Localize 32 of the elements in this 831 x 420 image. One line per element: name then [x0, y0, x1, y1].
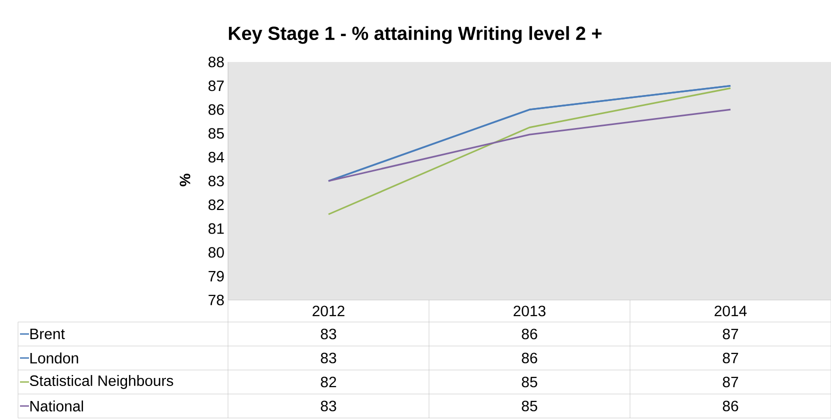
data-label: 83 — [320, 352, 336, 364]
y-tick-label: 78 — [208, 294, 224, 306]
data-label: 85 — [522, 376, 538, 388]
x-tick-label: 2013 — [514, 306, 546, 316]
y-tick-label: 87 — [208, 80, 224, 92]
legend-label: London — [30, 352, 78, 364]
legend-label: Brent — [30, 328, 65, 340]
y-tick-label: 81 — [208, 223, 224, 234]
chart-title: Key Stage 1 - % attaining Writing level 2 + — [228, 26, 602, 44]
y-tick-label: 80 — [208, 247, 224, 258]
data-label: 86 — [522, 328, 538, 340]
x-tick-label: 2012 — [312, 306, 344, 316]
data-label: 87 — [722, 328, 738, 340]
data-label: 82 — [320, 376, 336, 388]
y-tick-label: 86 — [208, 104, 224, 115]
legend-label: National — [30, 400, 84, 412]
y-tick-label: 84 — [208, 152, 224, 162]
legend-label: Statistical Neighbours — [30, 375, 174, 389]
x-tick-label: 2014 — [714, 306, 747, 316]
data-label: 85 — [522, 400, 538, 412]
data-label: 83 — [320, 400, 336, 412]
data-label: 87 — [722, 376, 738, 388]
y-tick-label: 82 — [208, 200, 224, 210]
data-label: 86 — [722, 400, 738, 412]
y-tick-label: 83 — [208, 176, 224, 186]
data-label: 83 — [320, 328, 336, 340]
data-label: 86 — [522, 352, 538, 364]
y-tick-label: 88 — [208, 56, 224, 68]
y-tick-label: 79 — [208, 270, 224, 282]
data-label: 87 — [722, 352, 738, 364]
y-axis-title: % — [180, 174, 190, 186]
y-tick-label: 85 — [208, 128, 224, 139]
